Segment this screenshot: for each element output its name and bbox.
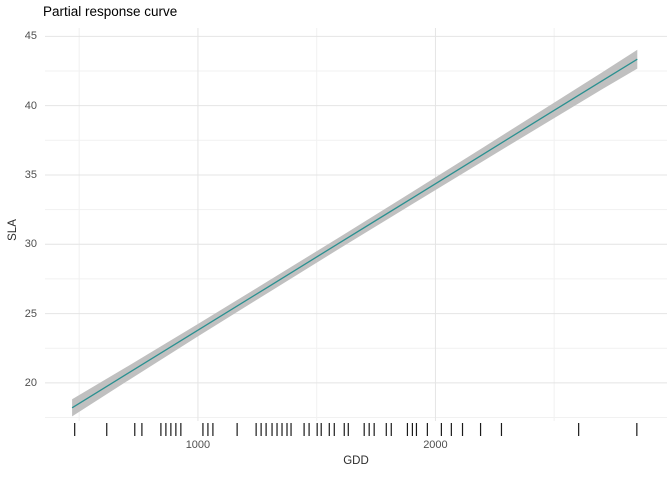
x-tick-label: 2000 [423, 439, 448, 451]
x-axis-label: GDD [343, 455, 369, 467]
y-tick-label: 40 [24, 99, 37, 112]
plot-title: Partial response curve [43, 4, 178, 19]
y-tick-label: 30 [24, 238, 37, 251]
y-tick-label: 25 [24, 307, 37, 320]
fitted-line [71, 58, 638, 409]
x-tick-label: 1000 [185, 439, 211, 451]
y-tick-label: 20 [24, 376, 37, 389]
y-tick-label: 45 [24, 30, 37, 43]
y-tick-label: 35 [24, 168, 37, 181]
